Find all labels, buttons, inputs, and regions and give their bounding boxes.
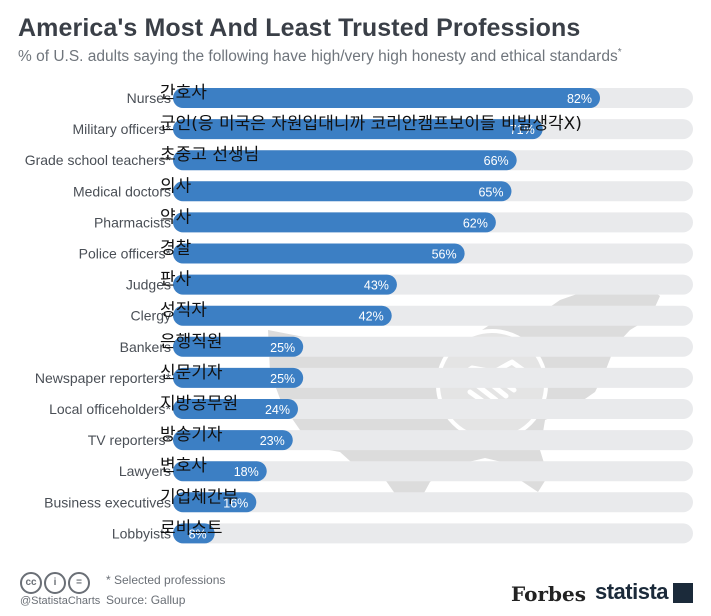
korean-annotation: 성직자 <box>160 301 207 321</box>
korean-annotation: 변호사 <box>160 456 207 476</box>
category-label: Lobbyists <box>112 525 171 541</box>
bar[interactable] <box>173 523 215 544</box>
bar[interactable] <box>173 88 600 108</box>
bar-value-label: 8% <box>189 527 207 541</box>
bar-track <box>173 367 693 388</box>
bar-value-label: 25% <box>270 372 295 386</box>
korean-annotation: 로비스트 <box>160 518 223 538</box>
korean-annotation: 약사 <box>160 207 192 227</box>
bar-value-label: 42% <box>359 310 384 324</box>
category-label: Business executives <box>44 494 171 510</box>
bar-track <box>173 430 693 451</box>
category-label: Grade school teachers* <box>25 152 172 168</box>
bar[interactable] <box>173 119 543 140</box>
korean-annotation: 기업체간부 <box>160 487 238 507</box>
footnote: * Selected professions <box>106 573 226 587</box>
chart-subtitle: % of U.S. adults saying the following ha… <box>18 47 622 66</box>
bar-value-label: 16% <box>223 496 248 510</box>
korean-annotation: 초중고 선생님 <box>160 145 259 165</box>
bar[interactable] <box>173 336 304 357</box>
twitter-handle[interactable]: @StatistaCharts <box>20 595 101 607</box>
statista-logo-icon <box>673 583 693 603</box>
bar[interactable] <box>173 212 496 233</box>
bar-value-label: 18% <box>234 465 259 479</box>
bar-value-label: 56% <box>432 248 457 262</box>
category-label: Police officers* <box>79 246 172 262</box>
bar-value-label: 65% <box>478 185 503 199</box>
bar-value-label: 43% <box>364 279 389 293</box>
category-label: Lawyers <box>119 463 171 479</box>
forbes-logo[interactable]: Forbes <box>511 582 586 606</box>
bar[interactable] <box>173 274 397 295</box>
korean-annotation: 판사 <box>160 270 192 290</box>
source-note: Source: Gallup <box>106 593 186 607</box>
attribution-icon[interactable]: i <box>44 572 66 594</box>
bar-value-label: 71% <box>510 123 535 137</box>
korean-annotation: 은행직원 <box>160 332 223 352</box>
category-label: Judges <box>126 277 171 293</box>
korean-annotation: 경찰 <box>160 239 192 259</box>
bar[interactable] <box>173 461 267 482</box>
category-label: Newspaper reporters* <box>35 370 172 386</box>
category-label: Bankers <box>120 339 171 355</box>
korean-annotation: 간호사 <box>160 83 207 103</box>
statista-logo[interactable]: statista <box>595 579 669 604</box>
bar-value-label: 82% <box>567 92 592 106</box>
korean-annotation: 군인(응 미국은 자원입대니까 코리안캠프보이들 비빌생각X) <box>160 114 582 134</box>
bar-track <box>173 336 693 357</box>
subtitle-footnote-mark: * <box>617 47 622 58</box>
korean-annotation: 의사 <box>160 176 192 196</box>
bar-track <box>173 399 693 419</box>
category-label: Nurses <box>127 90 171 106</box>
bar[interactable] <box>173 243 465 264</box>
bar-value-label: 23% <box>260 434 285 448</box>
category-label: Pharmacists <box>94 214 171 230</box>
korean-annotation: 방송기자 <box>160 425 223 445</box>
bar-track <box>173 492 693 513</box>
bar-value-label: 25% <box>270 341 295 355</box>
chart-title: America's Most And Least Trusted Profess… <box>18 14 581 42</box>
bar[interactable] <box>173 492 257 513</box>
category-label: Military officers* <box>72 121 171 137</box>
bar-value-label: 66% <box>484 154 509 168</box>
bar-value-label: 24% <box>265 403 290 417</box>
category-label: Local officeholders* <box>49 401 171 417</box>
bar-track <box>173 461 693 482</box>
bar-chart: 82% Nurses 71% Military officers* 66% Grade s… <box>25 83 693 544</box>
bar[interactable] <box>173 181 512 202</box>
footer: cc i = @StatistaCharts * Selected profes… <box>0 562 711 616</box>
korean-annotation: 신문기자 <box>160 363 223 383</box>
category-label: Clergy <box>131 308 171 324</box>
category-label: TV reporters* <box>88 432 172 448</box>
bar[interactable] <box>173 367 304 388</box>
bar[interactable] <box>173 305 392 326</box>
no-derivatives-icon[interactable]: = <box>68 572 90 594</box>
cc-license-icon[interactable]: cc <box>20 572 42 594</box>
bar[interactable] <box>173 399 298 419</box>
bar-track <box>173 523 693 544</box>
korean-annotation: 지방공무원 <box>160 394 238 414</box>
bar[interactable] <box>173 430 293 451</box>
bar-value-label: 62% <box>463 216 488 230</box>
category-label: Medical doctors <box>73 183 171 199</box>
bar[interactable] <box>173 150 517 171</box>
